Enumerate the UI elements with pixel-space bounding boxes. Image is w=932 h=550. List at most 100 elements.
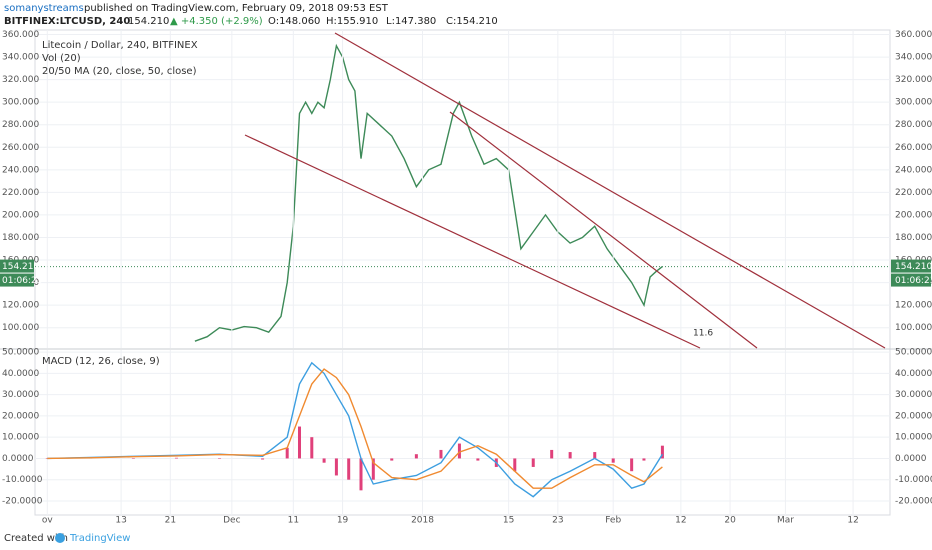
x-tick-label: 12 (847, 516, 858, 526)
last-price-label: 154.210 (895, 262, 932, 272)
y-tick-label: 360.000 (2, 30, 39, 40)
y-tick-label: 10.0000 (895, 433, 932, 443)
histogram-bar (550, 449, 554, 459)
histogram-bar (439, 449, 443, 459)
histogram-bar (630, 458, 634, 472)
histogram-bar (285, 447, 289, 459)
y-tick-label: 50.0000 (895, 348, 932, 358)
histogram-bar (513, 458, 517, 472)
close: C:154.210 (446, 16, 498, 27)
y-tick-label: 220.000 (2, 188, 39, 198)
y-tick-label: 240.000 (895, 165, 932, 175)
y-tick-label: 180.000 (895, 233, 932, 243)
footer-brand[interactable]: TradingView (69, 533, 130, 544)
histogram-bar (218, 458, 222, 459)
y-tick-label: 220.000 (895, 188, 932, 198)
y-tick-label: 260.000 (895, 143, 932, 153)
y-tick-label: 20.0000 (895, 411, 932, 421)
histogram-bar (322, 458, 326, 463)
published: published on TradingView.com, February 0… (84, 3, 389, 14)
histogram-bar (261, 458, 265, 460)
histogram-bar (371, 458, 375, 480)
histogram-bar (642, 458, 646, 461)
trend-line (449, 111, 758, 349)
y-tick-label: 200.000 (895, 210, 932, 220)
countdown-box (891, 273, 931, 287)
y-tick-label: 320.000 (2, 75, 39, 85)
y-tick-label: 280.000 (2, 120, 39, 130)
countdown: 01:06:23 (2, 276, 42, 286)
x-tick-label: Dec (223, 516, 240, 526)
y-tick-label: 40.0000 (2, 369, 39, 379)
x-tick-label: 23 (552, 516, 563, 526)
histogram-bar (45, 458, 49, 459)
x-tick-label: 12 (675, 516, 686, 526)
brand-logo (55, 533, 65, 543)
annotation: 11.6 (693, 329, 713, 339)
histogram-bar (174, 457, 178, 459)
symbol: BITFINEX:LTCUSD, 240 (4, 16, 130, 27)
x-tick-label: Feb (605, 516, 621, 526)
histogram-bar (568, 452, 572, 459)
last-price-box (0, 259, 34, 273)
series-line (194, 43, 663, 342)
y-tick-label: 0.0000 (895, 454, 927, 464)
histogram-bar (611, 458, 615, 463)
y-tick-label: 10.0000 (2, 433, 39, 443)
study-label: 20/50 MA (20, close, 50, close) (42, 66, 197, 77)
y-tick-label: 20.0000 (2, 411, 39, 421)
y-tick-label: -10.0000 (2, 475, 43, 485)
y-tick-label: 320.000 (895, 75, 932, 85)
trend-line (244, 134, 701, 349)
author[interactable]: somanystreams (4, 3, 84, 14)
y-tick-label: 200.000 (2, 210, 39, 220)
y-tick-label: 100.000 (2, 323, 39, 333)
x-tick-label: 19 (337, 516, 349, 526)
y-tick-label: 240.000 (2, 165, 39, 175)
histogram-bar (359, 458, 363, 491)
y-tick-label: -10.0000 (895, 475, 932, 485)
y-tick-label: 300.000 (2, 98, 39, 108)
y-tick-label: 260.000 (2, 143, 39, 153)
macd-title: MACD (12, 26, close, 9) (42, 356, 160, 367)
last: 154.210 (128, 16, 169, 27)
x-tick-label: 2018 (411, 516, 434, 526)
histogram-bar (334, 458, 338, 476)
high: H:155.910 (326, 16, 378, 27)
histogram-bar (297, 426, 301, 459)
y-tick-label: 30.0000 (2, 390, 39, 400)
open: O:148.060 (268, 16, 320, 27)
series-line (47, 368, 663, 489)
y-tick-label: 50.0000 (2, 348, 39, 358)
histogram-bar (457, 443, 461, 459)
y-tick-label: 340.000 (895, 53, 932, 63)
countdown: 01:06:23 (895, 276, 932, 286)
price-title: Litecoin / Dollar, 240, BITFINEX (42, 40, 198, 51)
x-tick-label: 13 (115, 516, 126, 526)
low: L:147.380 (386, 16, 436, 27)
plot-frame (34, 29, 891, 516)
x-tick-label: 11 (288, 516, 299, 526)
last-price-label: 154.210 (2, 262, 39, 272)
histogram-bar (310, 437, 314, 459)
histogram-bar (660, 445, 664, 459)
histogram-bar (131, 458, 135, 459)
x-tick-label: 20 (724, 516, 736, 526)
y-tick-label: 100.000 (895, 323, 932, 333)
y-tick-label: 120.000 (895, 301, 932, 311)
histogram-bar (476, 458, 480, 461)
y-tick-label: 340.000 (2, 53, 39, 63)
x-tick-label: 21 (165, 516, 176, 526)
plot (35, 30, 890, 515)
trend-line (334, 32, 886, 349)
y-tick-label: 120.000 (2, 301, 39, 311)
histogram-bar (390, 458, 394, 461)
y-tick-label: 40.0000 (895, 369, 932, 379)
y-tick-label: 280.000 (895, 120, 932, 130)
y-tick-label: 300.000 (895, 98, 932, 108)
change: ▲ +4.350 (+2.9%) (170, 16, 263, 27)
y-tick-label: 360.000 (895, 30, 932, 40)
study-label: Vol (20) (42, 53, 81, 64)
y-tick-label: -20.0000 (895, 496, 932, 506)
